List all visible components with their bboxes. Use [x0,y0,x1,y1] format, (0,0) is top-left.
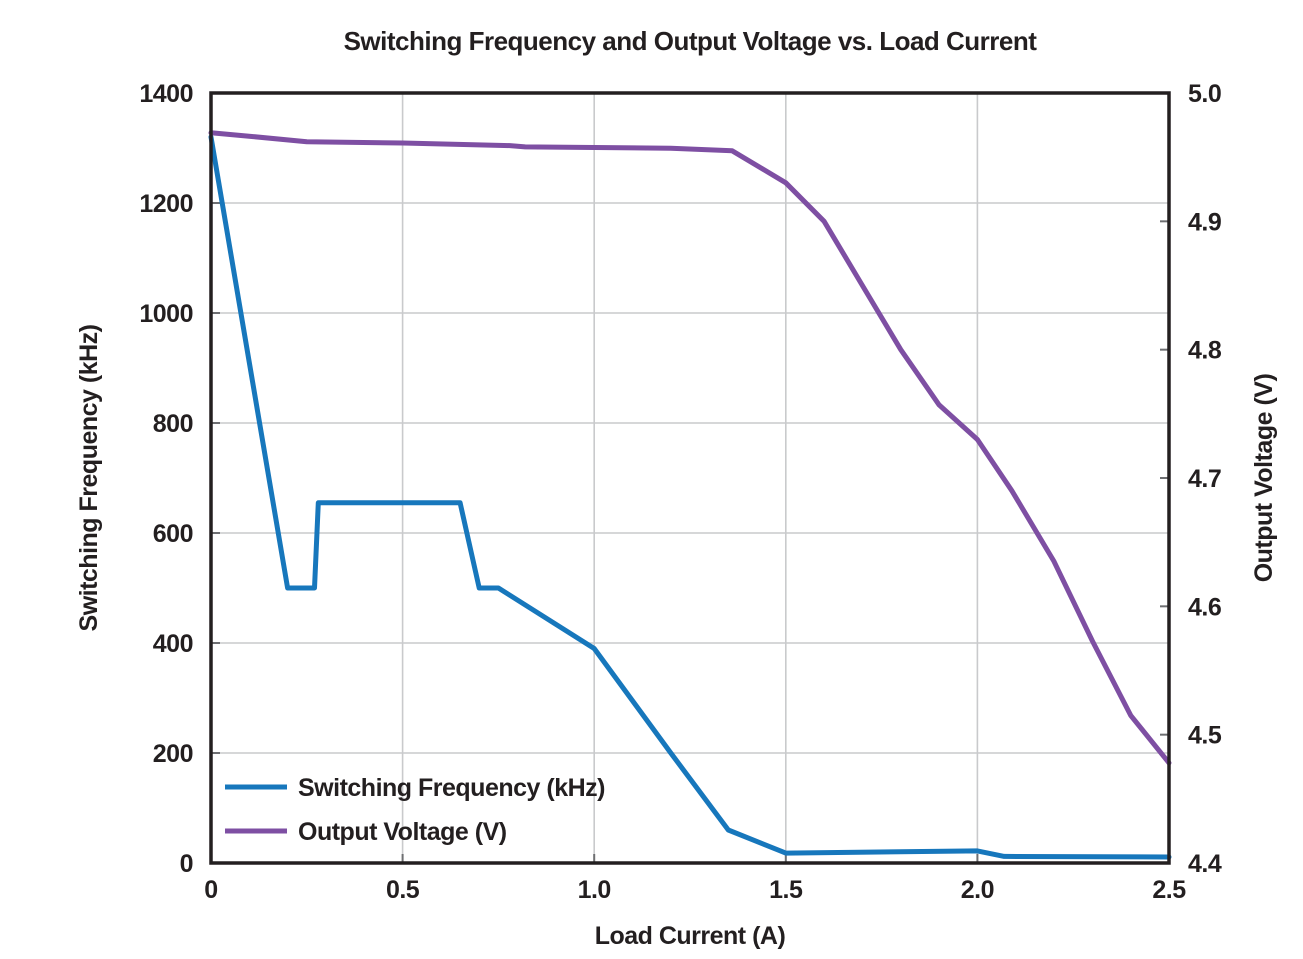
y-left-tick-labels: 0 200 400 600 800 1000 1200 1400 [139,80,193,878]
x-tick-label: 2.0 [961,876,994,904]
y-right-tick-label: 4.9 [1188,208,1221,236]
y-left-tick-label: 800 [153,410,193,438]
y-right-tick-label: 5.0 [1188,80,1221,108]
y-left-tick-label: 400 [153,630,193,658]
legend-label-switching-frequency: Switching Frequency (kHz) [298,774,605,802]
y-left-tick-label: 0 [180,850,193,878]
x-tick-labels: 0 0.5 1.0 1.5 2.0 2.5 [204,876,1186,904]
y-left-tick-label: 1200 [139,190,193,218]
y-right-tick-label: 4.8 [1188,337,1222,365]
y-left-axis-label: Switching Frequency (kHz) [75,324,103,631]
y-right-tick-labels: 4.4 4.5 4.6 4.7 4.8 4.9 5.0 [1188,80,1222,878]
y-right-tick-label: 4.7 [1188,465,1221,493]
x-tick-label: 0.5 [386,876,420,904]
x-tick-label: 1.5 [769,876,803,904]
axis-ticks [210,92,1170,864]
y-right-tick-label: 4.5 [1188,722,1222,750]
x-tick-label: 2.5 [1152,876,1186,904]
y-left-tick-label: 1000 [139,300,193,328]
x-axis-label: Load Current (A) [595,922,786,950]
y-left-tick-label: 1400 [139,80,193,108]
y-right-axis-label: Output Voltage (V) [1250,374,1278,583]
series-line-switching-frequency [208,134,1172,860]
y-left-tick-label: 200 [153,740,193,768]
x-tick-label: 1.0 [578,876,611,904]
y-right-tick-label: 4.4 [1188,850,1222,878]
legend-label-output-voltage: Output Voltage (V) [298,818,507,846]
plot-frame [209,91,1171,865]
legend: Switching Frequency (kHz) Output Voltage… [225,774,606,846]
y-left-tick-label: 600 [153,520,193,548]
series-line-output-voltage [208,130,1172,766]
series-lines [208,130,1172,860]
y-right-tick-label: 4.6 [1188,593,1221,621]
x-tick-label: 0 [204,876,217,904]
gridlines [211,93,1169,863]
chart-title: Switching Frequency and Output Voltage v… [344,26,1038,56]
